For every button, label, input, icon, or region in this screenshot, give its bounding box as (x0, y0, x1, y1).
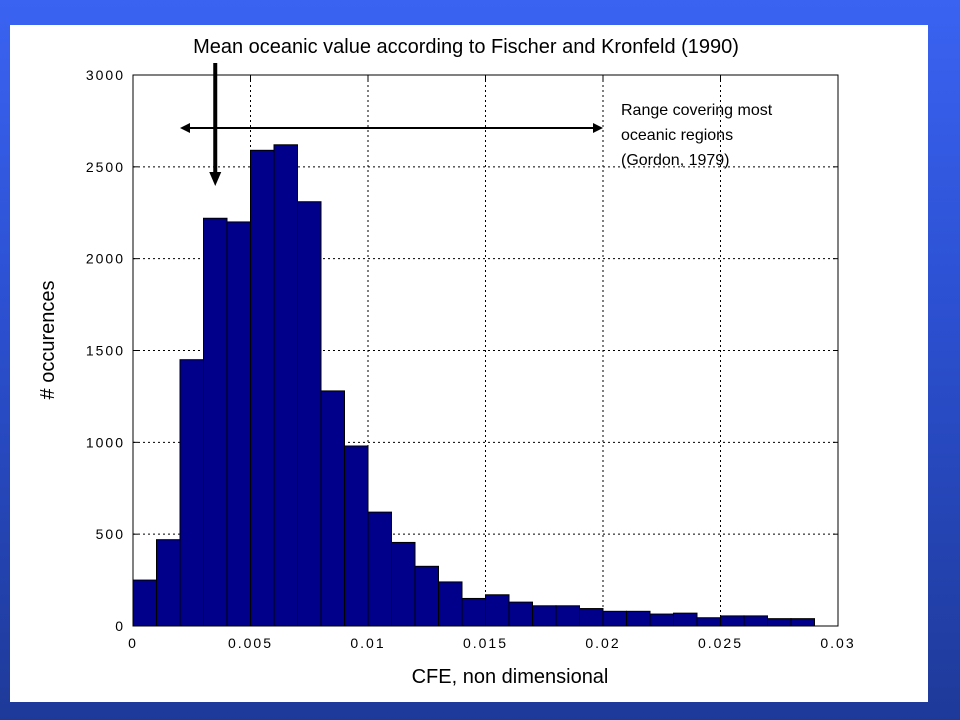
histogram-bar (696, 617, 721, 627)
y-axis-label: # occurences (37, 281, 59, 400)
histogram-bar (602, 610, 627, 627)
x-tick-label: 0.015 (463, 635, 508, 651)
histogram-bar (649, 613, 674, 627)
range-arrowhead-right (593, 123, 603, 133)
histogram-bar (179, 359, 204, 627)
x-tick-label: 0 (128, 635, 138, 651)
histogram-bar (461, 597, 486, 627)
histogram-bar (532, 605, 557, 627)
x-axis-label: CFE, non dimensional (412, 666, 609, 688)
histogram-bar (414, 565, 439, 627)
y-tick-label: 1500 (86, 343, 125, 359)
y-tick-label: 1000 (86, 434, 125, 450)
x-tick-label: 0.005 (228, 635, 273, 651)
range-annotation-line-3: (Gordon, 1979) (621, 152, 730, 169)
histogram-bar (320, 390, 345, 627)
range-annotation-line-1: Range covering most (621, 102, 773, 119)
histogram-bar (132, 579, 157, 627)
histogram-bar (555, 605, 580, 627)
histogram-bar (273, 144, 298, 627)
histogram-bar (720, 615, 745, 627)
histogram-bar (156, 539, 181, 627)
y-tick-label: 2500 (86, 159, 125, 175)
x-tick-label: 0.03 (820, 635, 855, 651)
histogram-bar (250, 149, 275, 627)
mean-annotation-label: Mean oceanic value according to Fischer … (193, 36, 739, 58)
histogram-bar (344, 445, 369, 627)
histogram-bar (485, 594, 510, 627)
histogram-bar (203, 217, 228, 627)
histogram-bars (132, 144, 815, 627)
histogram-bar (673, 612, 698, 627)
x-tick-label: 0.01 (350, 635, 385, 651)
y-tick-label: 0 (115, 618, 125, 634)
histogram-bar (626, 610, 651, 627)
x-tick-labels: 0 0.005 0.01 0.015 0.02 0.025 0.03 (128, 635, 855, 651)
histogram-bar (579, 608, 604, 627)
histogram-bar (226, 221, 251, 627)
y-tick-label: 500 (96, 526, 125, 542)
axes (132, 74, 839, 627)
histogram-bar (767, 618, 792, 627)
y-tick-label: 3000 (86, 67, 125, 83)
histogram-bar (367, 511, 392, 627)
histogram-bar (438, 581, 463, 627)
histogram-bar (790, 618, 815, 627)
x-tick-label: 0.02 (585, 635, 620, 651)
y-tick-label: 2000 (86, 251, 125, 267)
y-tick-labels: 0 500 1000 1500 2000 2500 3000 (86, 67, 125, 634)
x-tick-label: 0.025 (698, 635, 743, 651)
histogram-bar (743, 615, 768, 627)
range-arrowhead-left (180, 123, 190, 133)
histogram-bar (297, 201, 322, 627)
mean-value-arrowhead (209, 172, 222, 186)
histogram-bar (508, 601, 533, 627)
histogram-bar (391, 541, 416, 627)
range-annotation-line-2: oceanic regions (621, 127, 733, 144)
